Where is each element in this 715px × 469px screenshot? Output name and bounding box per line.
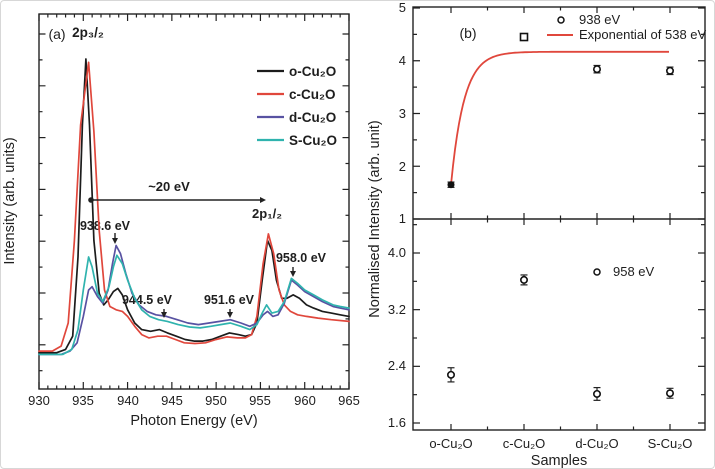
satellite-944-label: 944.5 eV: [122, 293, 173, 307]
a-xaxis-title: Photon Energy (eV): [130, 413, 257, 429]
b-yaxis-title: Normalised Intensity (arb. unit): [367, 120, 383, 317]
satellite-arrowhead-1: [112, 238, 118, 244]
a-xtick-940: 940: [117, 393, 139, 408]
a-xtick-960: 960: [294, 393, 316, 408]
a-legend-o-label: o-Cu₂O: [289, 64, 336, 79]
a-xtick-945: 945: [161, 393, 183, 408]
panel-a-frame: [38, 13, 350, 390]
a-legend-s-label: S-Cu₂O: [289, 133, 337, 148]
a-xtick-965: 965: [338, 393, 360, 408]
panel-a-label: (a): [48, 26, 65, 42]
b-cat-d: d-Cu₂O: [575, 436, 618, 451]
panel-a-text: (a) 2p₃/₂ ~20 eV 2p₁/₂ 938.6 eV 944.5 eV…: [2, 25, 360, 429]
panel-b-geometry: [412, 6, 706, 431]
satellite-arrowhead-3: [227, 312, 233, 318]
series-line-o: [38, 58, 350, 354]
series-line-d: [38, 244, 350, 356]
satellite-938-label: 938.6 eV: [80, 219, 131, 233]
b-bot-pt-1-marker: [519, 275, 528, 284]
panel-a-geometry: [38, 13, 350, 390]
a-xtick-955: 955: [249, 393, 271, 408]
b-cat-s: S-Cu₂O: [648, 436, 693, 451]
peak-2p32-label: 2p₃/₂: [72, 25, 104, 40]
b-cat-c: c-Cu₂O: [503, 436, 546, 451]
a-xtick-950: 950: [205, 393, 227, 408]
b-ytick-1.6: 1.6: [388, 415, 406, 430]
b-top-pt-3-marker: [665, 66, 674, 75]
b-ytick-2: 2: [399, 159, 406, 174]
satellite-958-label: 958.0 eV: [276, 251, 327, 265]
exponential-fit-curve: [450, 50, 669, 185]
b-ytick-3.2: 3.2: [388, 302, 406, 317]
b-legend-exp-label: Exponential of 538 eV: [579, 27, 707, 42]
a-yaxis-title: Intensity (arb. units): [2, 137, 18, 264]
satellite-arrowhead-2: [161, 312, 167, 318]
b-top-pt-0-marker: [447, 181, 455, 189]
a-xtick-930: 930: [28, 393, 50, 408]
b-legend-938-label: 938 eV: [579, 12, 621, 27]
separation-arrow-dot: [88, 197, 94, 203]
b-ytick-2.4: 2.4: [388, 358, 406, 373]
b-top-pt-1-marker: [519, 32, 529, 42]
a-legend-d-label: d-Cu₂O: [289, 110, 336, 125]
series-line-c: [38, 61, 350, 352]
b-bot-pt-0-marker: [446, 370, 455, 379]
satellite-951-label: 951.6 eV: [204, 293, 255, 307]
satellite-arrowhead-4: [290, 271, 296, 277]
peak-2p12-label: 2p₁/₂: [252, 206, 282, 221]
b-ytick-1: 1: [399, 211, 406, 226]
b-legend-958-label: 958 eV: [613, 264, 655, 279]
separation-arrowhead: [260, 197, 266, 203]
b-top-pt-2-marker: [592, 65, 601, 74]
b-legend-938-marker: [557, 16, 565, 24]
b-bot-pt-3-marker: [665, 389, 674, 398]
b-cat-o: o-Cu₂O: [429, 436, 472, 451]
a-xtick-935: 935: [72, 393, 94, 408]
b-legend-958-marker: [593, 268, 601, 276]
b-xaxis-title: Samples: [531, 453, 587, 469]
b-ytick-3: 3: [399, 106, 406, 121]
panel-b-text: (b) 5 4 3 2 1 4.0 3.2 2.4 1.6 o-Cu₂O c-C…: [367, 1, 707, 469]
b-ytick-5: 5: [399, 1, 406, 15]
b-ytick-4.0: 4.0: [388, 245, 406, 260]
series-line-S: [38, 254, 350, 356]
b-ytick-4: 4: [399, 53, 406, 68]
panel-b-label: (b): [459, 25, 476, 41]
b-bot-pt-2-marker: [592, 389, 601, 398]
a-legend-c-label: c-Cu₂O: [289, 87, 336, 102]
separation-arrow-label: ~20 eV: [148, 179, 190, 194]
